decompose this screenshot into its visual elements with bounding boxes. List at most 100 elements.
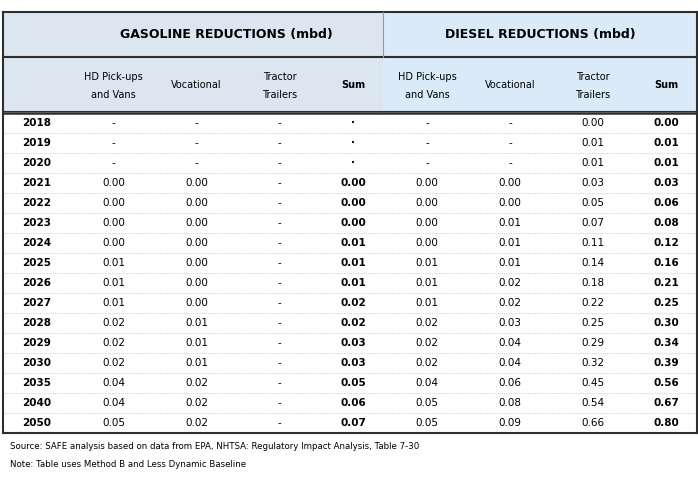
Text: 0.00: 0.00	[185, 198, 208, 208]
Text: 0.00: 0.00	[415, 238, 438, 248]
Text: 0.04: 0.04	[498, 358, 521, 368]
Text: 0.01: 0.01	[415, 258, 438, 268]
Text: Tractor: Tractor	[576, 72, 609, 82]
Text: 0.00: 0.00	[498, 178, 521, 188]
Text: -: -	[508, 158, 512, 168]
Text: 2020: 2020	[22, 158, 52, 168]
Text: 0.00: 0.00	[653, 117, 679, 127]
Text: 2024: 2024	[22, 238, 52, 248]
Text: 0.01: 0.01	[341, 258, 366, 268]
Text: 2040: 2040	[22, 399, 52, 409]
Text: -: -	[508, 117, 512, 127]
Text: 0.02: 0.02	[102, 338, 125, 348]
Text: 0.01: 0.01	[498, 258, 521, 268]
Text: 0.04: 0.04	[102, 399, 125, 409]
Bar	[3, 413, 697, 433]
Text: 0.06: 0.06	[498, 378, 521, 388]
Text: 0.02: 0.02	[415, 318, 438, 328]
Text: 2026: 2026	[22, 278, 52, 288]
Text: 0.02: 0.02	[415, 338, 438, 348]
Text: ·: ·	[351, 117, 355, 127]
Text: DIESEL REDUCTIONS (mbd): DIESEL REDUCTIONS (mbd)	[445, 28, 635, 41]
Text: HD Pick-ups: HD Pick-ups	[398, 72, 456, 82]
Text: 2021: 2021	[22, 178, 52, 188]
Text: 0.02: 0.02	[185, 399, 208, 409]
Text: ·: ·	[351, 137, 355, 148]
Bar	[3, 57, 383, 113]
Bar	[3, 373, 697, 393]
Bar	[3, 253, 697, 273]
Text: 0.00: 0.00	[103, 198, 125, 208]
Text: 0.01: 0.01	[102, 298, 125, 308]
Text: 0.14: 0.14	[581, 258, 604, 268]
Text: 0.07: 0.07	[581, 218, 604, 228]
Text: 0.01: 0.01	[653, 158, 679, 168]
Text: 2029: 2029	[22, 338, 51, 348]
Text: Vocational: Vocational	[172, 80, 222, 90]
Bar	[3, 333, 697, 354]
Text: -: -	[195, 137, 198, 148]
Text: Trailers: Trailers	[262, 90, 297, 100]
Bar	[3, 12, 383, 57]
Text: 0.02: 0.02	[498, 278, 521, 288]
Text: 0.12: 0.12	[653, 238, 679, 248]
Text: -: -	[278, 358, 281, 368]
Text: 0.21: 0.21	[653, 278, 679, 288]
Text: -: -	[278, 117, 281, 127]
Text: Vocational: Vocational	[484, 80, 535, 90]
Text: 0.01: 0.01	[415, 298, 438, 308]
Text: 0.00: 0.00	[415, 218, 438, 228]
Bar	[3, 313, 697, 333]
Text: 0.45: 0.45	[581, 378, 604, 388]
Text: 2050: 2050	[22, 419, 52, 429]
Bar	[3, 213, 697, 233]
Text: 0.02: 0.02	[341, 298, 366, 308]
Text: 0.00: 0.00	[498, 198, 521, 208]
Text: -: -	[195, 117, 198, 127]
Text: 0.02: 0.02	[341, 318, 366, 328]
Text: and Vans: and Vans	[405, 90, 450, 100]
Text: 0.00: 0.00	[103, 178, 125, 188]
Text: -: -	[278, 238, 281, 248]
Text: 0.01: 0.01	[415, 278, 438, 288]
Text: 2018: 2018	[22, 117, 52, 127]
Text: 0.03: 0.03	[581, 178, 604, 188]
Text: 0.05: 0.05	[341, 378, 366, 388]
Text: 0.03: 0.03	[653, 178, 679, 188]
Text: 0.07: 0.07	[341, 419, 366, 429]
Text: 0.05: 0.05	[581, 198, 604, 208]
Text: 2028: 2028	[22, 318, 52, 328]
Text: 0.25: 0.25	[581, 318, 604, 328]
Text: Sum: Sum	[655, 80, 678, 90]
Text: Trailers: Trailers	[575, 90, 611, 100]
Bar	[383, 12, 697, 57]
Text: 0.01: 0.01	[341, 278, 366, 288]
Text: -: -	[425, 137, 429, 148]
Text: -: -	[278, 178, 281, 188]
Bar	[3, 113, 697, 133]
Bar	[3, 233, 697, 253]
Text: -: -	[278, 298, 281, 308]
Text: ·: ·	[351, 158, 355, 168]
Text: Source: SAFE analysis based on data from EPA, NHTSA: Regulatory Impact Analysis,: Source: SAFE analysis based on data from…	[10, 442, 419, 451]
Text: 0.00: 0.00	[415, 178, 438, 188]
Text: 2022: 2022	[22, 198, 52, 208]
Text: -: -	[278, 198, 281, 208]
Text: GASOLINE REDUCTIONS (mbd): GASOLINE REDUCTIONS (mbd)	[121, 28, 333, 41]
Text: 0.01: 0.01	[581, 137, 604, 148]
Text: -: -	[278, 137, 281, 148]
Text: 0.04: 0.04	[102, 378, 125, 388]
Bar	[3, 354, 697, 373]
Text: 0.32: 0.32	[581, 358, 604, 368]
Text: 0.00: 0.00	[341, 218, 366, 228]
Text: 0.00: 0.00	[103, 218, 125, 228]
Text: 0.00: 0.00	[341, 178, 366, 188]
Bar	[3, 133, 697, 153]
Text: 0.34: 0.34	[653, 338, 679, 348]
Text: 0.01: 0.01	[102, 278, 125, 288]
Text: and Vans: and Vans	[91, 90, 136, 100]
Text: 0.16: 0.16	[653, 258, 679, 268]
Text: 0.05: 0.05	[415, 419, 438, 429]
Text: 0.01: 0.01	[498, 218, 521, 228]
Text: 0.04: 0.04	[415, 378, 438, 388]
